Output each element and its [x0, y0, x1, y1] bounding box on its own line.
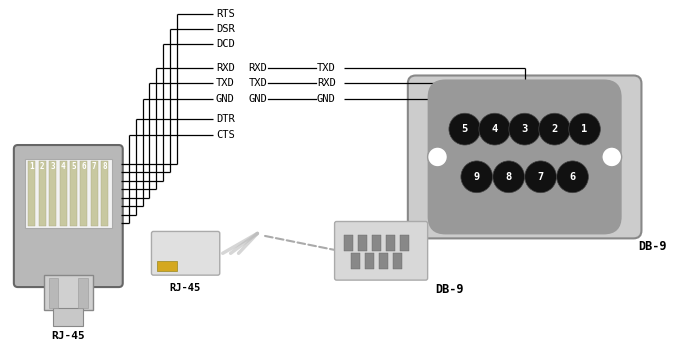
- Bar: [49, 161, 56, 226]
- Text: DCD: DCD: [216, 39, 235, 49]
- Bar: [39, 161, 46, 226]
- Bar: [81, 161, 87, 226]
- Text: DB-9: DB-9: [639, 240, 667, 253]
- Text: TXD: TXD: [248, 79, 267, 88]
- Text: 2: 2: [40, 162, 44, 172]
- Text: 8: 8: [102, 162, 107, 172]
- Circle shape: [557, 161, 588, 193]
- Circle shape: [493, 161, 524, 193]
- Text: TXD: TXD: [317, 62, 336, 72]
- Text: CTS: CTS: [216, 130, 235, 140]
- Circle shape: [461, 161, 493, 193]
- Bar: [44, 275, 93, 310]
- Circle shape: [602, 147, 622, 167]
- Text: DSR: DSR: [216, 24, 235, 34]
- Text: 5: 5: [462, 124, 468, 134]
- FancyBboxPatch shape: [14, 145, 122, 287]
- Text: RJ-45: RJ-45: [51, 331, 85, 341]
- Bar: [91, 161, 98, 226]
- Bar: [78, 278, 88, 308]
- Circle shape: [569, 113, 600, 145]
- Bar: [70, 161, 77, 226]
- Text: GND: GND: [248, 94, 267, 104]
- Text: 3: 3: [522, 124, 528, 134]
- Text: GND: GND: [317, 94, 336, 104]
- Bar: [53, 308, 83, 326]
- Circle shape: [449, 113, 481, 145]
- Bar: [351, 253, 360, 269]
- Text: 1: 1: [581, 124, 588, 134]
- FancyBboxPatch shape: [408, 75, 641, 238]
- Circle shape: [525, 161, 557, 193]
- Text: 6: 6: [81, 162, 86, 172]
- Bar: [28, 161, 36, 226]
- Text: 7: 7: [538, 172, 544, 182]
- Bar: [372, 235, 381, 251]
- Bar: [345, 235, 353, 251]
- Text: 3: 3: [50, 162, 55, 172]
- Text: 4: 4: [491, 124, 498, 134]
- Bar: [101, 161, 108, 226]
- Text: RXD: RXD: [216, 62, 235, 72]
- Text: 1: 1: [30, 162, 34, 172]
- Bar: [393, 253, 402, 269]
- Circle shape: [539, 113, 571, 145]
- Bar: [25, 159, 112, 228]
- Bar: [386, 235, 395, 251]
- Text: RXD: RXD: [317, 79, 336, 88]
- FancyBboxPatch shape: [151, 232, 220, 275]
- Text: GND: GND: [216, 94, 235, 104]
- Bar: [379, 253, 388, 269]
- Text: TXD: TXD: [216, 79, 235, 88]
- Text: 4: 4: [61, 162, 65, 172]
- Text: 5: 5: [71, 162, 76, 172]
- Circle shape: [427, 147, 448, 167]
- Text: 6: 6: [569, 172, 575, 182]
- Text: 8: 8: [505, 172, 511, 182]
- Circle shape: [479, 113, 511, 145]
- Bar: [60, 161, 67, 226]
- Text: 2: 2: [551, 124, 558, 134]
- Bar: [157, 261, 177, 271]
- Text: 7: 7: [92, 162, 97, 172]
- Bar: [365, 253, 374, 269]
- Text: RJ-45: RJ-45: [170, 283, 201, 293]
- Bar: [358, 235, 367, 251]
- Circle shape: [509, 113, 540, 145]
- FancyBboxPatch shape: [334, 222, 427, 280]
- Text: DB-9: DB-9: [435, 283, 464, 296]
- Bar: [48, 278, 59, 308]
- FancyBboxPatch shape: [427, 80, 622, 234]
- Text: 9: 9: [474, 172, 480, 182]
- Bar: [400, 235, 409, 251]
- Text: RTS: RTS: [216, 9, 235, 19]
- Text: DTR: DTR: [216, 114, 235, 124]
- Text: RXD: RXD: [248, 62, 267, 72]
